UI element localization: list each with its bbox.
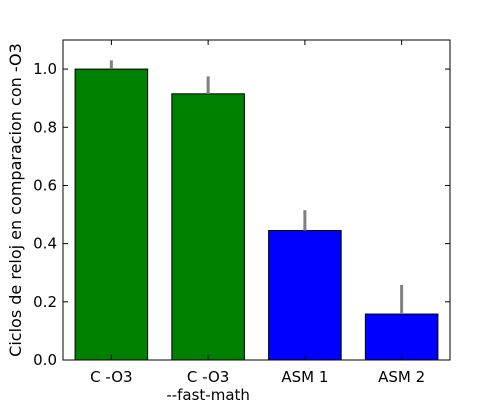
- bar: [364, 313, 439, 361]
- y-tick-label: 1.0: [33, 60, 57, 78]
- y-tick-label: 0.8: [33, 118, 57, 136]
- x-tick-label: ASM 1: [281, 368, 328, 386]
- y-axis: 0.0 0.2 0.4 0.6 0.8 1.0: [33, 60, 450, 369]
- y-tick-label: 0.0: [33, 351, 57, 369]
- bar: [171, 93, 245, 361]
- plot-frame: [62, 39, 451, 361]
- y-tick-label: 0.4: [33, 235, 57, 253]
- y-tick-label: 0.2: [33, 293, 57, 311]
- bar: [74, 68, 149, 361]
- x-tick-label: C -O3: [90, 368, 132, 386]
- x-tick-label: --fast-math: [166, 386, 250, 400]
- y-tick-label: 0.6: [33, 176, 57, 194]
- y-axis-label: Ciclos de reloj en comparacion con -O3: [6, 43, 25, 357]
- bars-layer: [74, 68, 439, 361]
- x-tick-label: ASM 2: [378, 368, 425, 386]
- bar: [268, 230, 342, 361]
- error-bars-layer: [109, 60, 404, 315]
- x-tick-label: C -O3: [187, 368, 229, 386]
